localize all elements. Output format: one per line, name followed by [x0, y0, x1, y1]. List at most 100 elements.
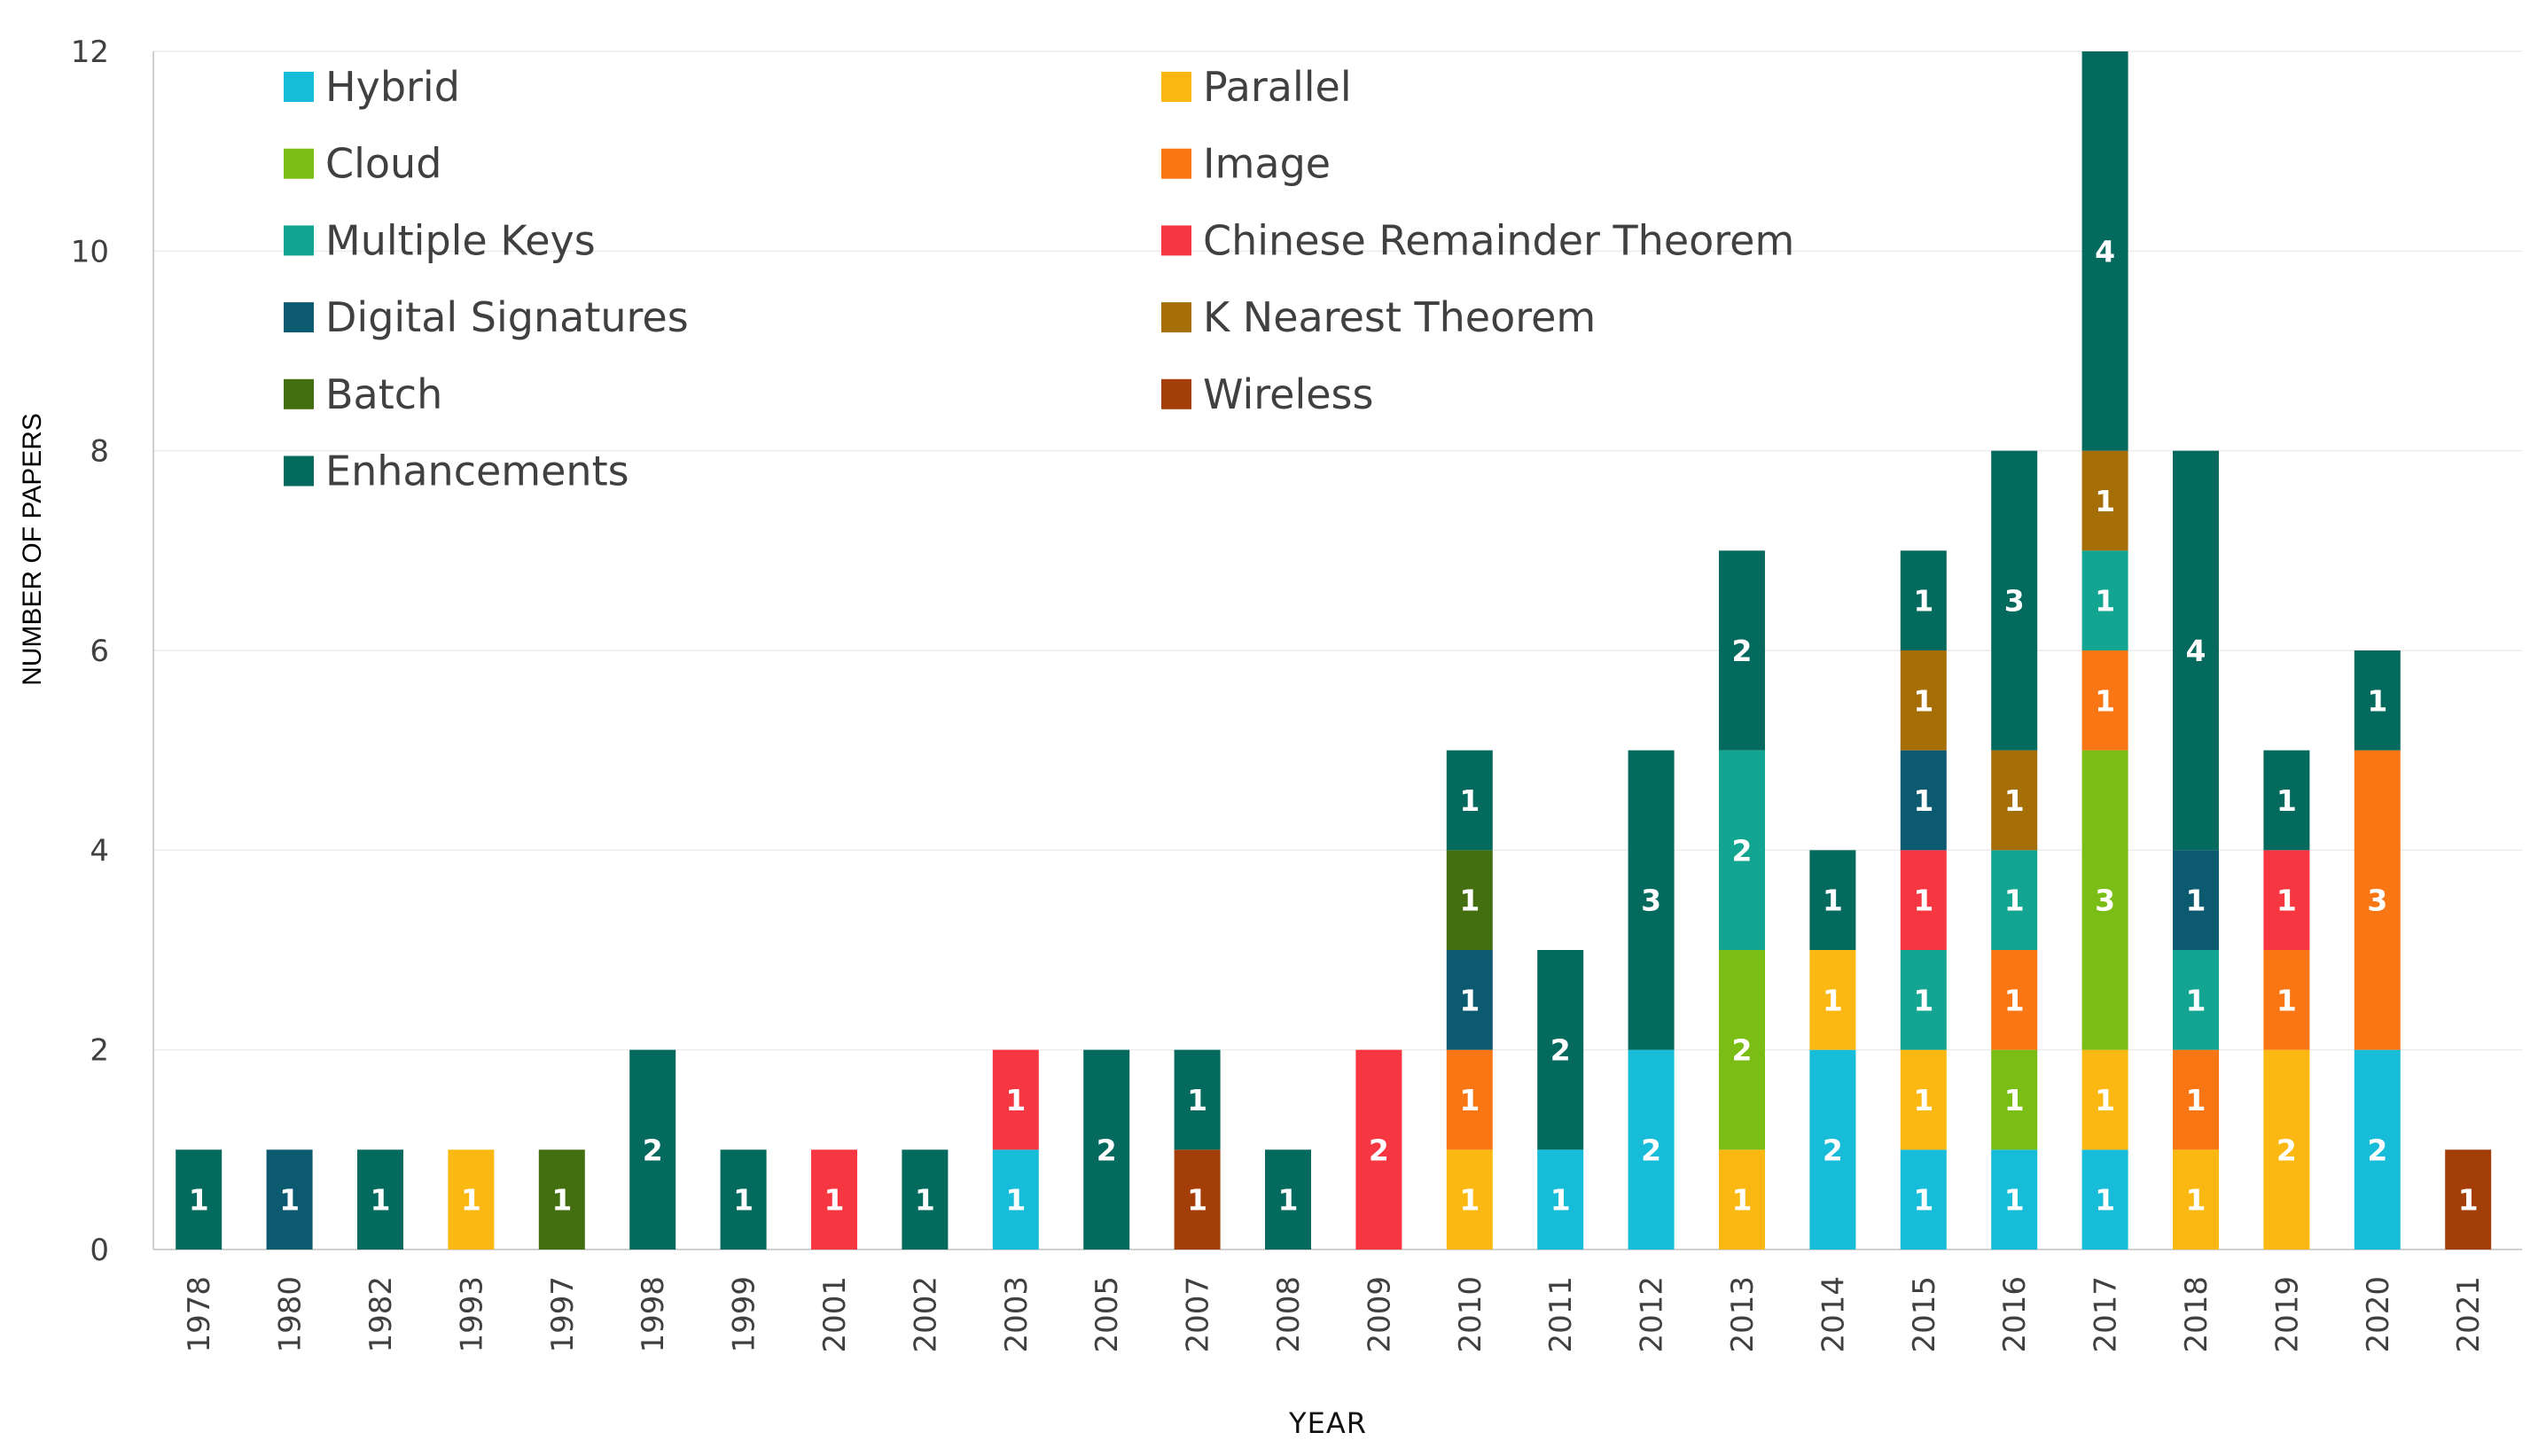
x-tick-label: 2016 [1997, 1276, 2033, 1353]
bar-segment [2081, 51, 2128, 451]
bar-segment [2081, 550, 2128, 650]
x-tick-label: 1998 [636, 1276, 671, 1353]
bar-segment [1900, 950, 1947, 1050]
legend-swatch [1161, 72, 1191, 102]
x-tick-label: 2001 [817, 1276, 853, 1353]
bar-segment [1083, 1049, 1130, 1250]
legend-swatch [1161, 148, 1191, 179]
bar-value-label: 2 [643, 1133, 663, 1167]
bar-value-label: 1 [1459, 983, 1480, 1017]
bar-segment [1446, 850, 1493, 950]
bar-segment [1991, 750, 2038, 851]
x-tick-label: 2015 [1907, 1276, 1942, 1353]
bar-value-label: 1 [1005, 1083, 1026, 1117]
bar-value-label: 1 [371, 1183, 391, 1218]
bar-value-label: 1 [1459, 783, 1480, 818]
bar-segment [1446, 1049, 1493, 1150]
legend-label: Image [1203, 140, 1331, 188]
bar-value-label: 1 [824, 1183, 845, 1218]
bar-segment [2263, 850, 2310, 950]
legend-swatch [1161, 302, 1191, 333]
bar-value-label: 2 [1823, 1133, 1843, 1167]
x-tick-label: 2008 [1271, 1276, 1307, 1353]
y-tick-label: 10 [71, 234, 109, 269]
x-tick-label: 2020 [2361, 1276, 2396, 1353]
bar-value-label: 1 [1913, 783, 1933, 818]
bar-segment [266, 1149, 313, 1250]
bar-segment [1628, 1049, 1675, 1250]
x-tick-label: 2010 [1453, 1276, 1488, 1353]
bar-segment [2263, 1049, 2310, 1250]
bar-segment [2081, 650, 2128, 751]
bar-segment [1537, 1149, 1584, 1250]
bar-value-label: 1 [2095, 484, 2115, 518]
bar-segment [1809, 950, 1856, 1050]
bar-segment [2354, 1049, 2401, 1250]
bar-segment [357, 1149, 403, 1250]
bar-segment [2173, 850, 2219, 950]
bar-value-label: 3 [2095, 884, 2115, 918]
x-tick-label: 1997 [545, 1276, 581, 1353]
x-tick-label: 2019 [2269, 1276, 2305, 1353]
bars: 1 1 1 1 1 2 1 1 1 1 1 2 1 1 1 2 1 1 1 1 1 1 2 2 3 1 2 2 2 2 1 1 1 1 1 1 1 1 1 1… [176, 51, 2492, 1250]
bar-value-label: 1 [1550, 1183, 1571, 1218]
bar-segment [1809, 1049, 1856, 1250]
legend-swatch [284, 302, 314, 333]
y-tick-label: 12 [71, 35, 109, 70]
y-tick-label: 4 [90, 833, 109, 868]
bar-segment [992, 1049, 1039, 1150]
x-tick-label: 2003 [999, 1276, 1035, 1353]
bar-segment [2263, 950, 2310, 1050]
bar-segment [1900, 550, 1947, 650]
bar-value-label: 2 [1550, 1033, 1571, 1068]
legend-label: Multiple Keys [325, 216, 596, 264]
bar-segment [1355, 1049, 1402, 1250]
bar-segment [2081, 1149, 2128, 1250]
x-tick-label: 1978 [182, 1276, 217, 1353]
bar-segment [992, 1149, 1039, 1250]
x-tick-label: 2021 [2451, 1276, 2487, 1353]
legend-swatch [1161, 225, 1191, 256]
bar-value-label: 1 [2004, 1083, 2025, 1117]
x-tick-label: 2009 [1362, 1276, 1397, 1353]
bar-value-label: 1 [2095, 1083, 2115, 1117]
x-tick-label: 2002 [908, 1276, 943, 1353]
bar-value-label: 1 [2095, 584, 2115, 619]
x-tick-label: 2017 [2089, 1276, 2124, 1353]
bar-value-label: 1 [189, 1183, 209, 1218]
bar-segment [629, 1049, 676, 1250]
bar-segment [1991, 1049, 2038, 1150]
bar-segment [1900, 850, 1947, 950]
bar-segment [1900, 1049, 1947, 1150]
legend-label: K Nearest Theorem [1203, 293, 1596, 341]
bar-value-label: 1 [915, 1183, 935, 1218]
bar-segment [2263, 750, 2310, 851]
bar-value-label: 1 [2276, 884, 2297, 918]
x-tick-label: 2005 [1089, 1276, 1125, 1353]
bar-segment [1719, 950, 1765, 1150]
bar-segment [811, 1149, 857, 1250]
bar-value-label: 1 [2186, 1183, 2206, 1218]
y-axis-title: NUMBER OF PAPERS [18, 413, 47, 686]
bar-value-label: 1 [1913, 584, 1933, 619]
bar-segment [1446, 950, 1493, 1050]
bar-value-label: 1 [1187, 1183, 1207, 1218]
bar-segment [2081, 1049, 2128, 1150]
bar-value-label: 1 [1187, 1083, 1207, 1117]
bar-segment [538, 1149, 585, 1250]
bar-value-label: 1 [279, 1183, 300, 1218]
legend-label: Enhancements [325, 448, 629, 495]
x-tick-label: 2013 [1725, 1276, 1761, 1353]
legend-label: Wireless [1203, 370, 1373, 418]
x-tick-label: 2011 [1543, 1276, 1579, 1353]
x-axis-title: YEAR [1288, 1406, 1367, 1440]
x-tick-label: 2018 [2179, 1276, 2214, 1353]
y-tick-label: 8 [90, 434, 109, 470]
bar-segment [1719, 550, 1765, 751]
bar-segment [1991, 850, 2038, 950]
bar-segment [448, 1149, 495, 1250]
x-axis-ticks: 1978 1980 1982 1993 1997 1998 1999 2001 2002 2003… [182, 1276, 2487, 1353]
bar-segment [1174, 1049, 1221, 1150]
x-tick-label: 2012 [1635, 1276, 1670, 1353]
